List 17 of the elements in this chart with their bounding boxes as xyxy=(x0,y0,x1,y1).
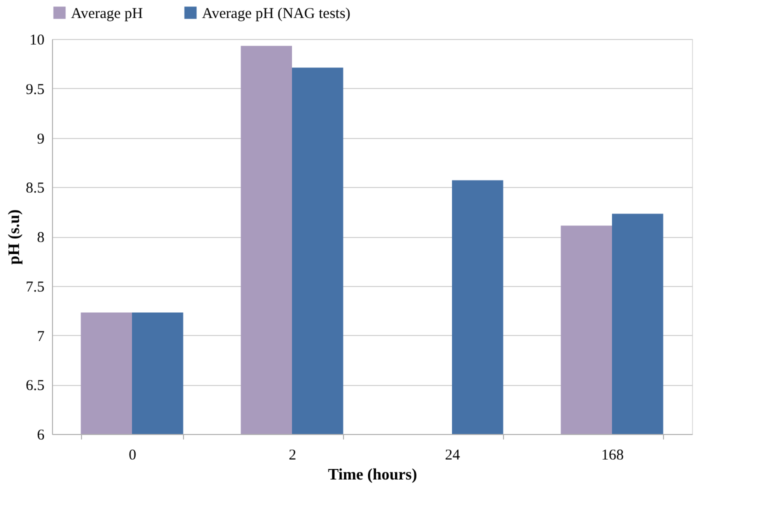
x-tick-label: 24 xyxy=(445,448,460,464)
y-tick-label: 10 xyxy=(30,32,44,48)
y-tick-label: 7 xyxy=(37,328,45,345)
y-tick-label: 9.5 xyxy=(26,82,44,98)
y-tick-label: 8.5 xyxy=(26,180,44,197)
y-tick-label: 8 xyxy=(37,230,44,246)
legend-label: Average pH xyxy=(71,6,143,22)
y-tick-label: 6.5 xyxy=(26,378,44,394)
x-tick-label: 0 xyxy=(128,448,136,464)
x-tick-label: 2 xyxy=(288,448,296,464)
x-tick-label: 168 xyxy=(601,448,624,464)
x-axis-title: Time (hours) xyxy=(328,466,418,484)
legend-label: Average pH (NAG tests) xyxy=(202,6,350,22)
y-tick-label: 6 xyxy=(37,428,45,444)
y-axis-title: pH (s.u) xyxy=(6,209,23,265)
y-tick-label: 7.5 xyxy=(26,279,44,296)
y-tick-label: 9 xyxy=(37,131,44,148)
